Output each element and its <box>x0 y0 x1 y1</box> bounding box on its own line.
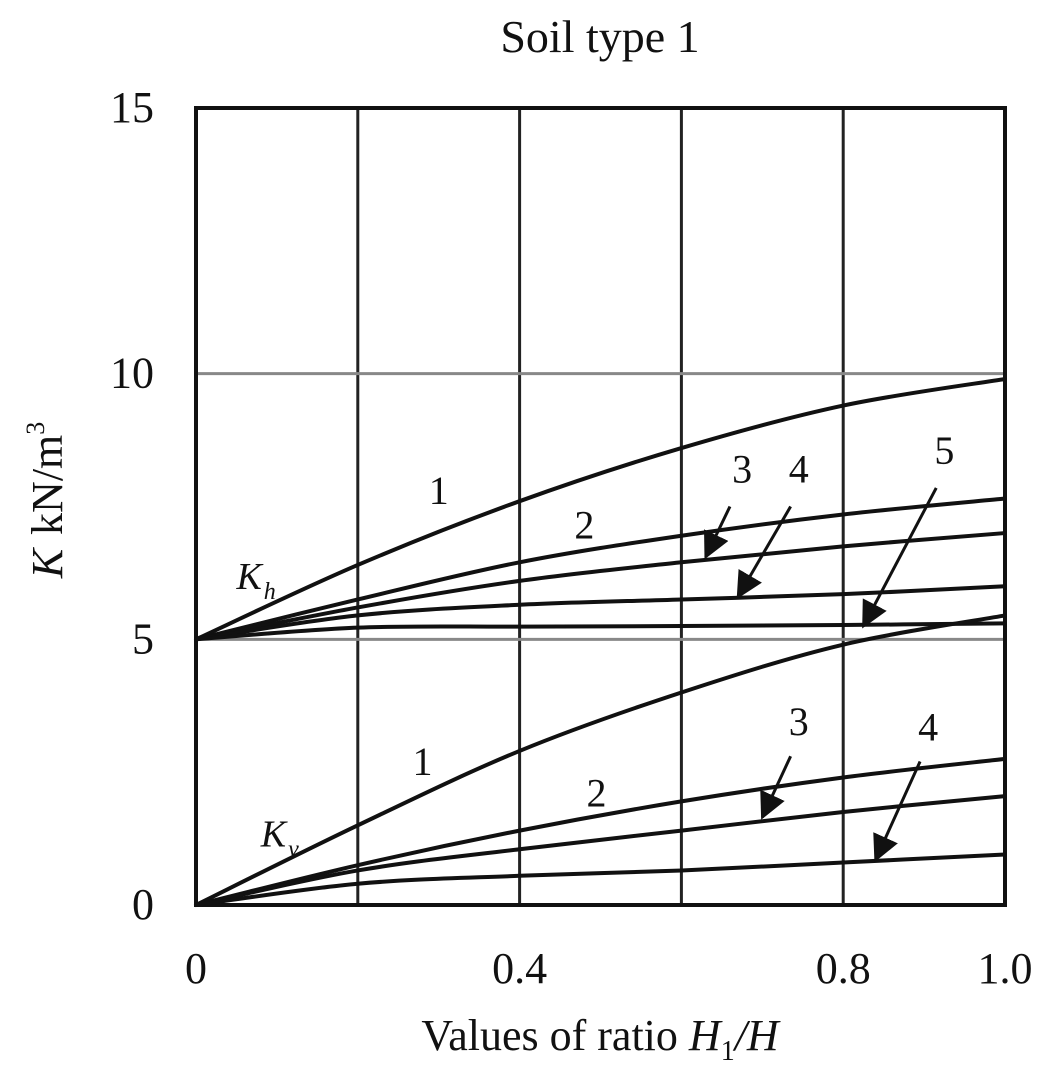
x-axis-label: Values of ratio H1/H <box>421 1011 781 1067</box>
y-tick-label: 0 <box>132 880 154 929</box>
y-axis-label-unit-sup: 3 <box>21 422 50 435</box>
y-tick-label: 10 <box>110 349 154 398</box>
curve-label-kv-4: 4 <box>918 704 938 749</box>
group-label-main: K <box>235 556 263 598</box>
series-line-kv-1 <box>194 613 1007 907</box>
curve-label-kv-1: 1 <box>413 739 433 784</box>
x-tick-label: 0.4 <box>492 944 547 993</box>
series-layer <box>194 376 1007 907</box>
x-tick-label: 1.0 <box>978 944 1033 993</box>
series-line-kv-3 <box>194 794 1007 907</box>
x-axis-label-var-tail: /H <box>732 1011 781 1060</box>
series-line-kh-2 <box>194 496 1007 642</box>
curve-label-kh-2: 2 <box>574 502 594 547</box>
y-axis-label-var: K <box>23 546 72 579</box>
group-label-kv: Kv <box>260 814 299 863</box>
x-axis-label-var-sub: 1 <box>721 1036 735 1067</box>
x-tick-label: 0.8 <box>816 944 871 993</box>
chart-title: Soil type 1 <box>500 11 699 62</box>
series-line-kh-3 <box>194 531 1007 642</box>
curve-label-kv-3: 3 <box>789 699 809 744</box>
group-label-kh: Kh <box>235 556 275 605</box>
curve-label-kh-1: 1 <box>429 468 449 513</box>
group-label-sub: v <box>288 837 299 863</box>
grid-layer <box>196 108 1005 905</box>
y-tick-label: 5 <box>132 614 154 663</box>
curve-label-kh-4: 4 <box>789 447 809 492</box>
series-line-kv-2 <box>194 756 1007 907</box>
y-axis-label: KkN/m3 <box>21 422 72 580</box>
x-tick-label: 0 <box>185 944 207 993</box>
group-label-main: K <box>260 814 288 856</box>
curve-label-kh-5: 5 <box>934 428 954 473</box>
plot-frame <box>194 106 1007 907</box>
curve-label-kh-3: 3 <box>732 447 752 492</box>
curve-arrow-kh-4 <box>736 505 792 600</box>
curve-label-kv-2: 2 <box>586 771 606 816</box>
group-label-sub: h <box>264 579 276 605</box>
series-line-kh-1 <box>194 376 1007 642</box>
curve-arrow-kh-3 <box>704 505 732 560</box>
series-line-kv-4 <box>194 852 1007 907</box>
series-line-kh-4 <box>194 584 1007 642</box>
x-axis-label-prefix: Values of ratio <box>421 1011 689 1060</box>
y-axis-label-unit: kN/m <box>23 435 72 535</box>
curve-arrow-kv-3 <box>760 755 792 820</box>
curve-arrow-kv-4 <box>873 760 922 863</box>
plot-frame-layer <box>194 106 1007 907</box>
y-tick-label: 15 <box>110 83 154 132</box>
curve-arrow-kh-5 <box>862 487 938 629</box>
x-axis-label-var: H <box>688 1011 723 1060</box>
